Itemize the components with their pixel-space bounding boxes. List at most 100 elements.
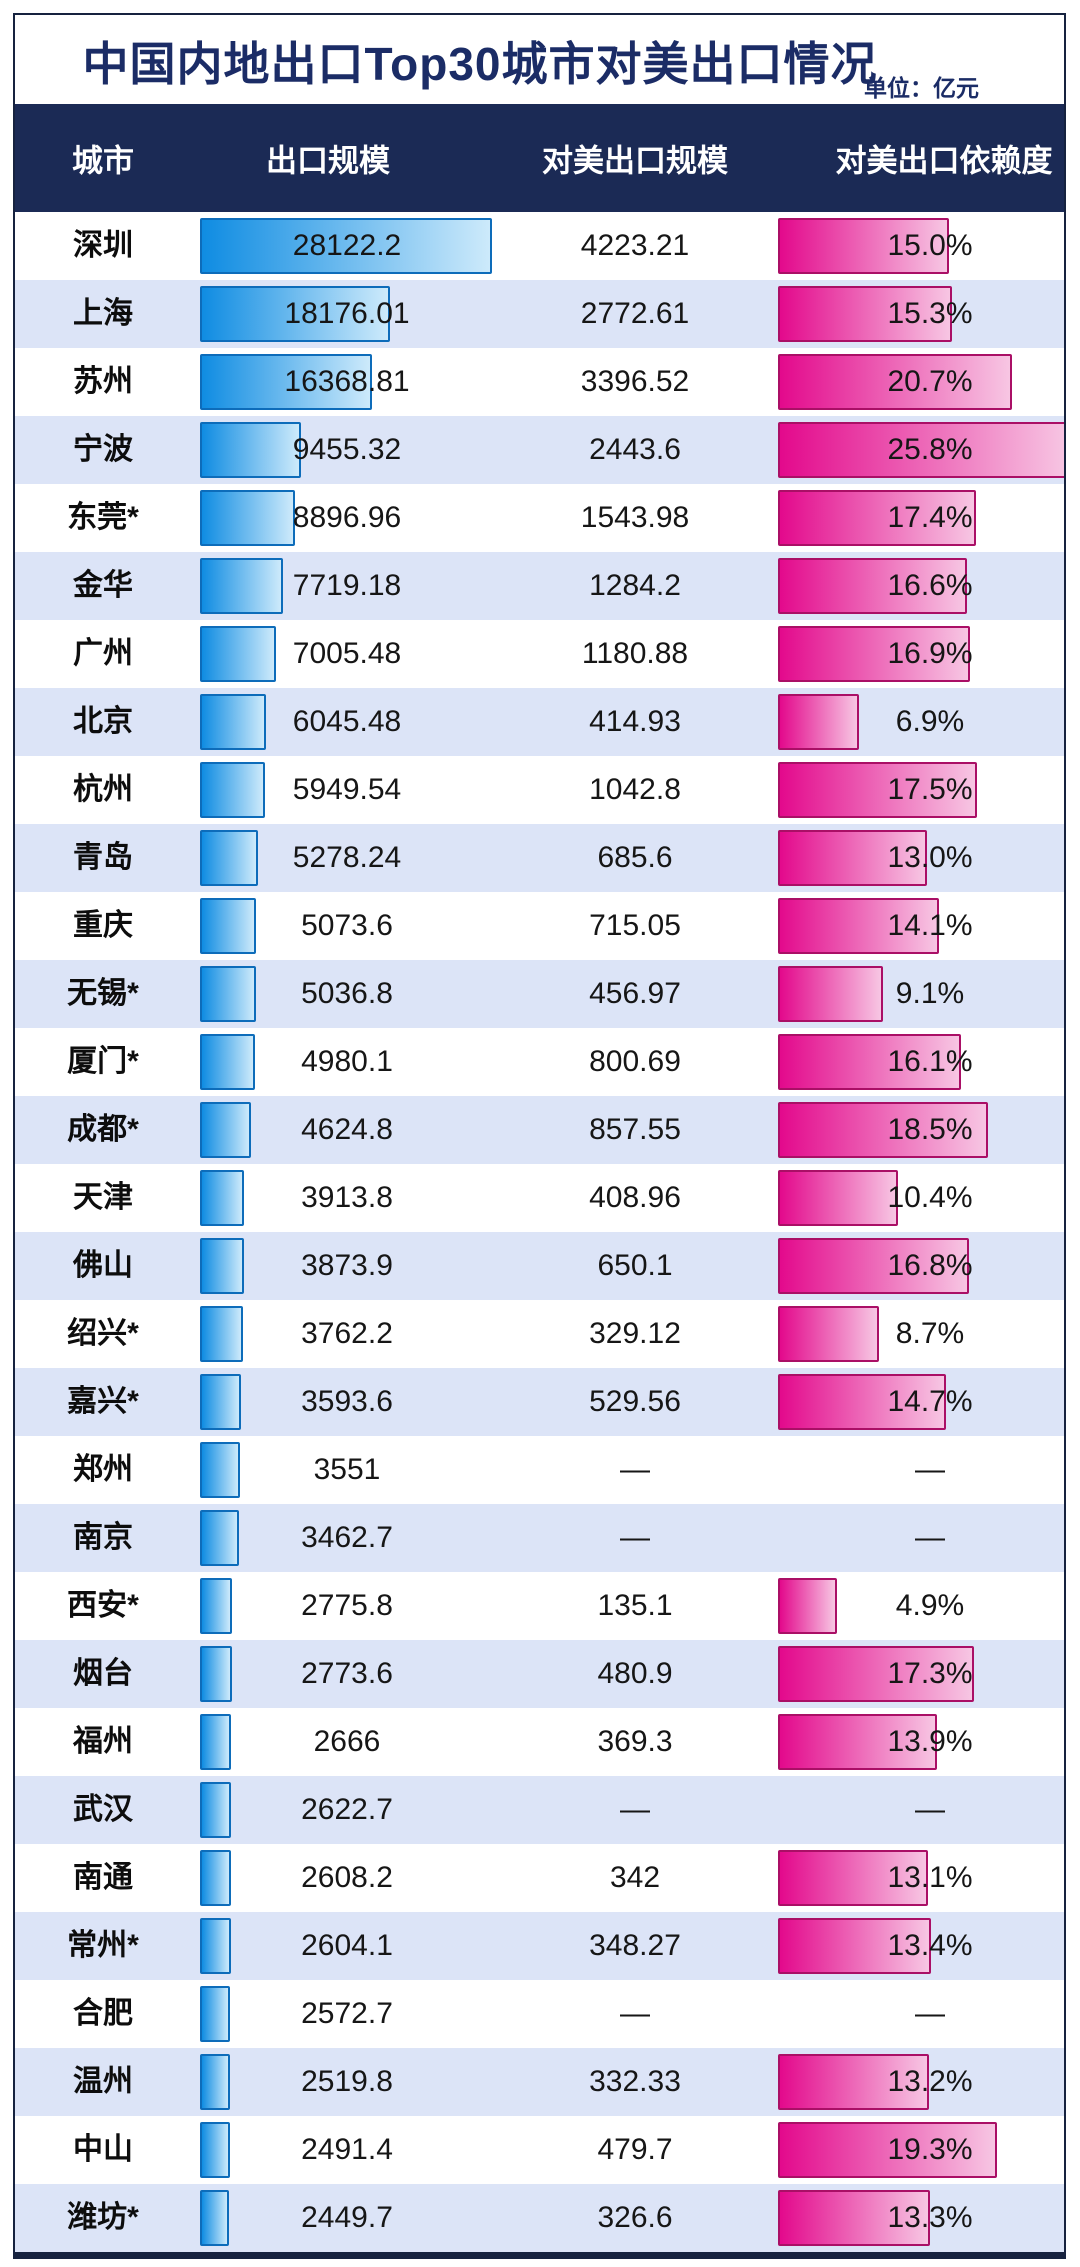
export-bar	[200, 898, 256, 954]
city-label: 广州	[73, 637, 133, 670]
export-bar	[200, 762, 265, 818]
dependency-value: 17.5%	[887, 773, 973, 806]
us-export-value: 529.56	[589, 1385, 681, 1418]
export-value: 2572.7	[301, 1997, 393, 2030]
dependency-value: 8.7%	[895, 1317, 965, 1350]
export-bar	[200, 626, 276, 682]
us-export-value: 800.69	[589, 1045, 681, 1078]
export-bar	[200, 422, 301, 478]
city-label: 上海	[73, 297, 133, 330]
city-label: 福州	[73, 1725, 133, 1758]
dependency-bar	[778, 1034, 961, 1090]
table-row: 上海 18176.01 2772.61 15.3%	[15, 280, 1064, 348]
header-city: 城市	[72, 143, 134, 179]
export-bar	[200, 558, 283, 614]
dependency-bar	[778, 626, 970, 682]
dependency-value: 13.3%	[887, 2201, 973, 2234]
us-export-value: —	[620, 1997, 650, 2030]
table-row: 嘉兴* 3593.6 529.56 14.7%	[15, 1368, 1064, 1436]
us-export-value: 414.93	[589, 705, 681, 738]
dependency-value: 6.9%	[895, 705, 965, 738]
title-bar: 中国内地出口Top30城市对美出口情况 单位：亿元	[15, 15, 1064, 104]
dependency-bar	[778, 694, 859, 750]
export-bar	[200, 830, 258, 886]
city-label: 成都*	[67, 1113, 139, 1146]
city-label: 南通	[73, 1861, 133, 1894]
us-export-value: 650.1	[597, 1249, 673, 1282]
export-bar	[200, 694, 266, 750]
us-export-value: 2443.6	[589, 433, 681, 466]
table-row: 深圳 28122.2 4223.21 15.0%	[15, 212, 1064, 280]
dependency-value: 15.0%	[887, 229, 973, 262]
dependency-value: —	[915, 1453, 945, 1486]
export-bar	[200, 966, 256, 1022]
dependency-bar	[778, 1306, 879, 1362]
export-bar	[200, 1986, 230, 2042]
header-us-export-scale: 对美出口规模	[542, 143, 728, 179]
us-export-value: 715.05	[589, 909, 681, 942]
table-row: 青岛 5278.24 685.6 13.0%	[15, 824, 1064, 892]
table-row: 天津 3913.8 408.96 10.4%	[15, 1164, 1064, 1232]
us-export-value: 135.1	[597, 1589, 673, 1622]
export-value: 2491.4	[301, 2133, 393, 2166]
export-bar	[200, 1578, 232, 1634]
export-value: 3913.8	[301, 1181, 393, 1214]
export-value: 9455.32	[292, 433, 402, 466]
us-export-value: —	[620, 1453, 650, 1486]
table-row: 绍兴* 3762.2 329.12 8.7%	[15, 1300, 1064, 1368]
dependency-bar	[778, 2122, 997, 2178]
page-title: 中国内地出口Top30城市对美出口情况	[82, 38, 878, 90]
table-row: 郑州 3551 — —	[15, 1436, 1064, 1504]
table-row: 杭州 5949.54 1042.8 17.5%	[15, 756, 1064, 824]
dependency-bar	[778, 218, 949, 274]
export-bar	[200, 1850, 231, 1906]
dependency-bar	[778, 1714, 937, 1770]
export-value: 5036.8	[301, 977, 393, 1010]
table-row: 厦门* 4980.1 800.69 16.1%	[15, 1028, 1064, 1096]
export-value: 2449.7	[301, 2201, 393, 2234]
export-value: 5949.54	[292, 773, 402, 806]
dependency-bar	[778, 2190, 930, 2246]
us-export-value: 369.3	[597, 1725, 673, 1758]
table-row: 成都* 4624.8 857.55 18.5%	[15, 1096, 1064, 1164]
dependency-value: 17.3%	[887, 1657, 973, 1690]
dependency-value: 4.9%	[895, 1589, 965, 1622]
unit-label: 单位：亿元	[864, 75, 979, 101]
export-value: 2666	[313, 1725, 381, 1758]
city-label: 重庆	[73, 909, 133, 942]
us-export-value: —	[620, 1793, 650, 1826]
us-export-value: 479.7	[597, 2133, 673, 2166]
export-value: 3462.7	[301, 1521, 393, 1554]
city-label: 宁波	[73, 433, 133, 466]
dependency-value: —	[915, 1521, 945, 1554]
infographic-frame: 中国内地出口Top30城市对美出口情况 单位：亿元 城市 出口规模 对美出口规模…	[13, 13, 1066, 2259]
city-label: 武汉	[73, 1793, 133, 1826]
dependency-value: 25.8%	[887, 433, 973, 466]
table-row: 无锡* 5036.8 456.97 9.1%	[15, 960, 1064, 1028]
export-bar	[200, 1306, 243, 1362]
table-row: 南通 2608.2 342 13.1%	[15, 1844, 1064, 1912]
export-bar	[200, 2190, 229, 2246]
export-value: 5278.24	[292, 841, 402, 874]
city-label: 杭州	[73, 773, 133, 806]
export-value: 4980.1	[301, 1045, 393, 1078]
dependency-value: 13.9%	[887, 1725, 973, 1758]
dependency-value: 16.9%	[887, 637, 973, 670]
export-bar	[200, 490, 295, 546]
dependency-value: 20.7%	[887, 365, 973, 398]
us-export-value: 4223.21	[580, 229, 690, 262]
dependency-value: 17.4%	[887, 501, 973, 534]
export-bar	[200, 1714, 231, 1770]
table-row: 宁波 9455.32 2443.6 25.8%	[15, 416, 1064, 484]
us-export-value: 3396.52	[580, 365, 690, 398]
dependency-value: 18.5%	[887, 1113, 973, 1146]
us-export-value: 1284.2	[589, 569, 681, 602]
export-bar	[200, 1442, 240, 1498]
city-label: 天津	[73, 1181, 133, 1214]
export-value: 3551	[313, 1453, 381, 1486]
city-label: 西安*	[67, 1589, 139, 1622]
city-label: 青岛	[73, 841, 133, 874]
dependency-bar	[778, 422, 1064, 478]
city-label: 深圳	[73, 229, 133, 262]
us-export-value: 2772.61	[580, 297, 690, 330]
